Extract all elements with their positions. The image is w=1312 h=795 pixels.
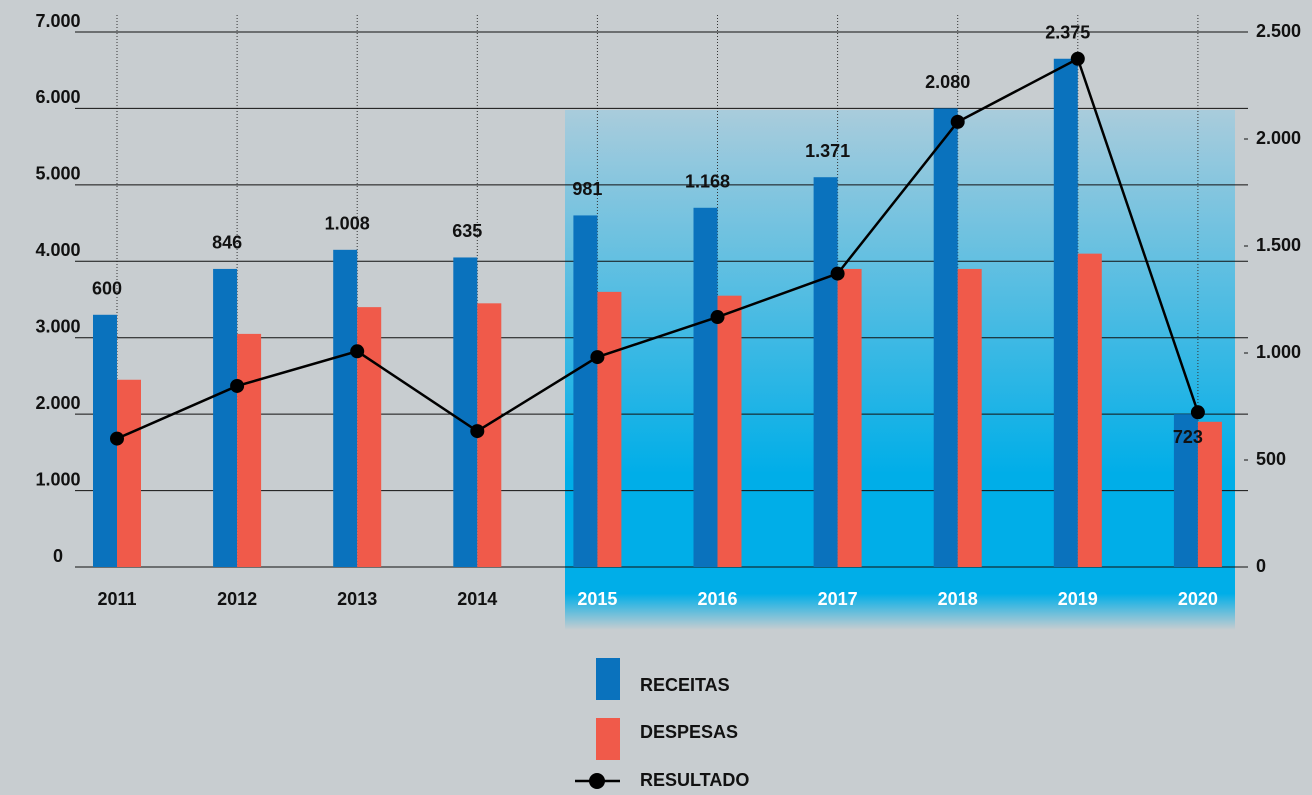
x-tick-label: 2017 xyxy=(818,589,858,609)
legend-marker xyxy=(589,773,605,789)
highlight-region xyxy=(565,110,1235,630)
bar xyxy=(957,268,982,567)
legend-swatch xyxy=(596,718,620,760)
legend-label: RESULTADO xyxy=(640,770,749,790)
y-tick-label: 6.000 xyxy=(35,87,80,107)
line-point xyxy=(1190,405,1205,420)
x-tick-label: 2015 xyxy=(577,589,617,609)
bar xyxy=(1197,421,1222,567)
y-tick-label: 0 xyxy=(53,546,63,566)
data-label: 1.168 xyxy=(685,172,730,192)
y-tick-label: 2.000 xyxy=(35,393,80,413)
y-tick-label: 3.000 xyxy=(35,316,80,336)
bar xyxy=(213,268,238,567)
y2-tick-label: 0 xyxy=(1256,556,1266,576)
legend-swatch xyxy=(596,658,620,700)
line-point xyxy=(470,424,485,439)
x-tick-label: 2020 xyxy=(1178,589,1218,609)
bar xyxy=(693,207,718,568)
bar xyxy=(453,257,478,567)
bar xyxy=(237,333,262,567)
y2-tick-label: 500 xyxy=(1256,449,1286,469)
data-label: 1.371 xyxy=(805,141,850,161)
data-label: 2.375 xyxy=(1045,23,1090,43)
data-label: 1.008 xyxy=(325,214,370,234)
data-label: 635 xyxy=(452,221,482,241)
y-tick-label: 7.000 xyxy=(35,11,80,31)
line-point xyxy=(950,114,965,129)
bar xyxy=(333,249,358,568)
bar xyxy=(597,291,622,567)
x-tick-label: 2016 xyxy=(697,589,737,609)
x-tick-label: 2019 xyxy=(1058,589,1098,609)
data-label: 723 xyxy=(1173,427,1203,447)
data-label: 981 xyxy=(572,179,602,199)
line-point xyxy=(1070,51,1085,66)
line-point xyxy=(230,378,245,393)
line-point xyxy=(710,310,725,325)
legend-label: RECEITAS xyxy=(640,675,730,695)
x-tick-label: 2018 xyxy=(938,589,978,609)
y-tick-label: 4.000 xyxy=(35,240,80,260)
line-point xyxy=(350,344,365,359)
legend-label: DESPESAS xyxy=(640,722,738,742)
y2-tick-label: 2.000 xyxy=(1256,128,1301,148)
bar xyxy=(573,215,598,567)
bar xyxy=(837,268,862,567)
y-tick-label: 1.000 xyxy=(35,469,80,489)
y2-tick-label: 2.500 xyxy=(1256,21,1301,41)
data-label: 2.080 xyxy=(925,72,970,92)
data-label: 846 xyxy=(212,233,242,253)
line-point xyxy=(830,266,845,281)
bar xyxy=(1053,58,1078,567)
data-label: 600 xyxy=(92,279,122,299)
y2-tick-label: 1.000 xyxy=(1256,342,1301,362)
line xyxy=(116,56,1200,440)
bar xyxy=(813,177,838,567)
bar xyxy=(1173,414,1198,567)
x-tick-label: 2013 xyxy=(337,589,377,609)
bar xyxy=(117,379,141,567)
bar xyxy=(1077,253,1102,567)
x-tick-label: 2011 xyxy=(97,589,136,609)
line-point xyxy=(110,431,124,446)
y-tick-label: 5.000 xyxy=(35,164,80,184)
y2-tick-label: 1.500 xyxy=(1256,235,1301,255)
bar xyxy=(717,295,742,567)
x-tick-label: 2014 xyxy=(457,589,497,609)
bar xyxy=(933,108,958,567)
x-tick-label: 2012 xyxy=(217,589,257,609)
line-point xyxy=(590,350,605,365)
